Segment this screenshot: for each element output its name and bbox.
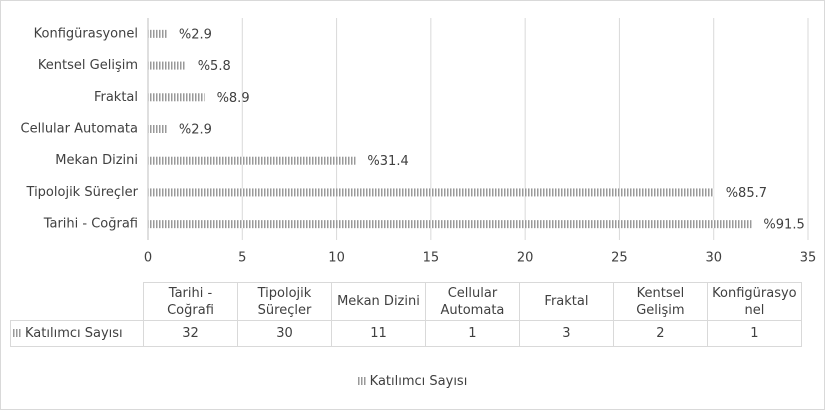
legend-key bbox=[13, 329, 21, 337]
category-label: Tarihi - Coğrafi bbox=[43, 217, 138, 232]
category-label: Tipolojik Süreçler bbox=[26, 185, 139, 200]
bar bbox=[148, 61, 186, 70]
category-label: Mekan Dizini bbox=[55, 153, 138, 168]
value-cell: 1 bbox=[424, 320, 520, 347]
value-cell: 32 bbox=[143, 320, 238, 347]
row-header: Katılımcı Sayısı bbox=[10, 320, 144, 347]
header-cell: Tipolojik Süreçler bbox=[236, 282, 332, 321]
header-cell: Cellular Automata bbox=[424, 282, 520, 321]
bar bbox=[148, 188, 714, 197]
x-tick-label: 25 bbox=[611, 251, 628, 266]
header-cell: Fraktal bbox=[518, 282, 614, 321]
data-label: %85.7 bbox=[726, 186, 767, 201]
data-row: Katılımcı Sayısı 32 30 11 1 3 2 1 bbox=[10, 320, 802, 347]
x-tick-label: 0 bbox=[144, 251, 152, 266]
data-label: %5.8 bbox=[198, 59, 231, 74]
data-label: %2.9 bbox=[179, 27, 212, 42]
header-cell: Konfigürasyonel bbox=[706, 282, 802, 321]
x-tick-label: 10 bbox=[328, 251, 345, 266]
blank-cell bbox=[10, 282, 144, 321]
category-label: Konfigürasyonel bbox=[34, 26, 138, 41]
legend: Katılımcı Sayısı bbox=[0, 374, 825, 389]
value-cell: 11 bbox=[330, 320, 426, 347]
header-row: Tarihi - Coğrafi Tipolojik Süreçler Mekan … bbox=[10, 282, 802, 321]
legend-label: Katılımcı Sayısı bbox=[369, 374, 468, 389]
bar bbox=[148, 93, 205, 102]
bar bbox=[148, 29, 167, 38]
header-cell: Kentsel Gelişim bbox=[612, 282, 708, 321]
header-cell: Tarihi - Coğrafi bbox=[143, 282, 238, 321]
bar bbox=[148, 125, 167, 133]
header-cell: Mekan Dizini bbox=[330, 282, 426, 321]
bar bbox=[148, 156, 356, 165]
value-cell: 2 bbox=[612, 320, 708, 347]
bar bbox=[148, 220, 752, 229]
category-label: Kentsel Gelişim bbox=[38, 58, 138, 73]
data-label: %2.9 bbox=[179, 123, 212, 138]
data-table: Tarihi - Coğrafi Tipolojik Süreçler Mekan … bbox=[10, 282, 802, 347]
value-cell: 1 bbox=[706, 320, 802, 347]
value-cell: 30 bbox=[236, 320, 332, 347]
data-label: %8.9 bbox=[217, 91, 250, 106]
x-tick-label: 35 bbox=[800, 251, 817, 266]
x-tick-label: 15 bbox=[423, 251, 440, 266]
x-tick-label: 5 bbox=[238, 251, 246, 266]
value-cell: 3 bbox=[518, 320, 614, 347]
x-tick-label: 20 bbox=[517, 251, 534, 266]
x-tick-label: 30 bbox=[705, 251, 722, 266]
data-label: %91.5 bbox=[763, 218, 804, 233]
category-label: Cellular Automata bbox=[21, 122, 138, 137]
data-label: %31.4 bbox=[367, 154, 408, 169]
legend-key bbox=[357, 377, 366, 385]
row-label: Katılımcı Sayısı bbox=[25, 326, 123, 341]
category-label: Fraktal bbox=[94, 90, 138, 105]
